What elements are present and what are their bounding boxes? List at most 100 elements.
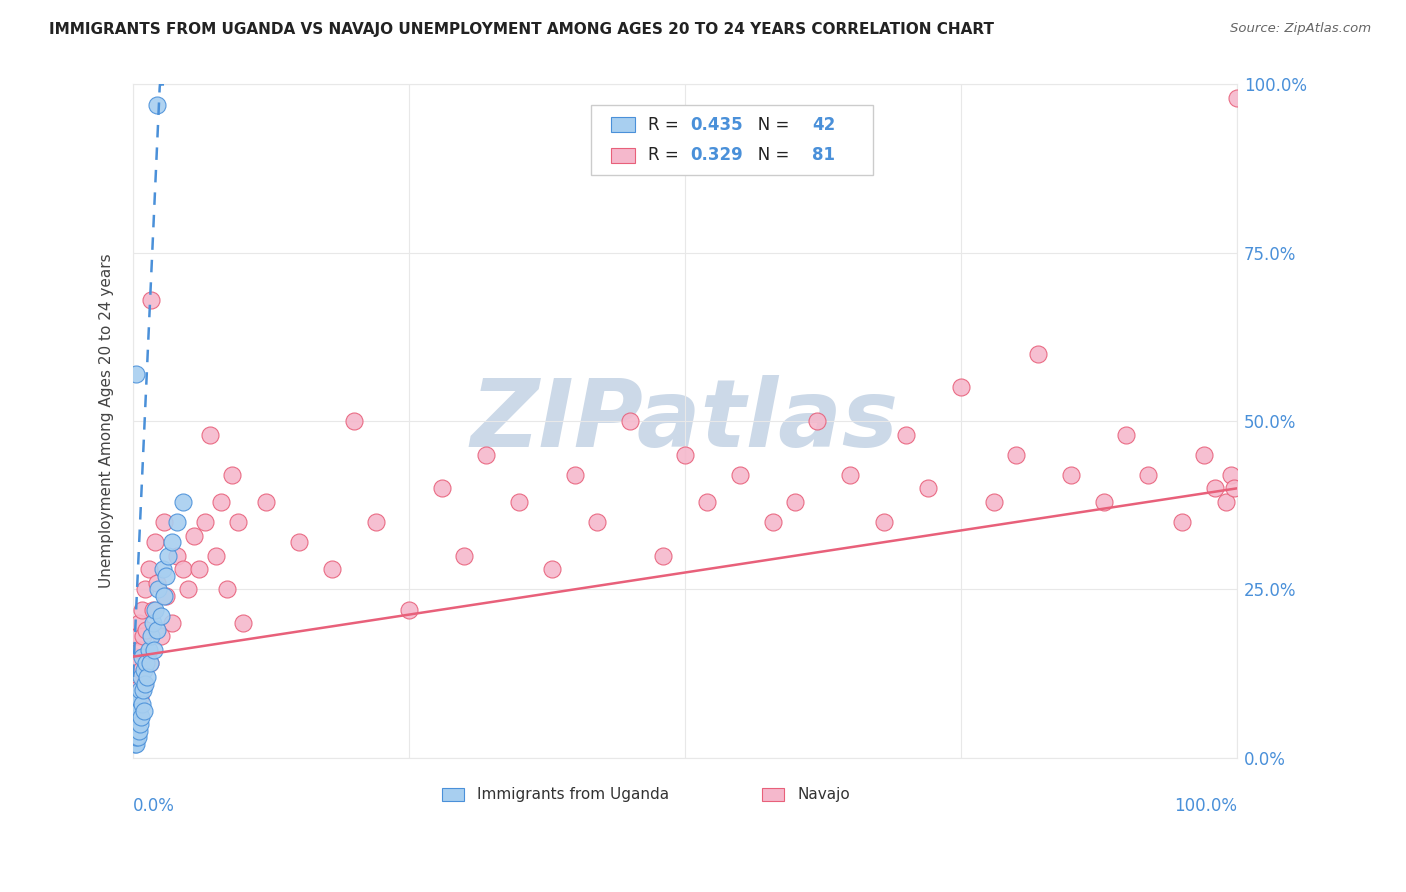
Point — [200, 427, 222, 442]
Point — [541, 562, 564, 576]
Point — [128, 683, 150, 698]
Point — [127, 731, 149, 745]
Point — [128, 723, 150, 738]
Y-axis label: Unemployment Among Ages 20 to 24 years: Unemployment Among Ages 20 to 24 years — [100, 253, 114, 589]
Point — [475, 448, 498, 462]
Point — [155, 569, 177, 583]
Point — [146, 623, 169, 637]
Point — [651, 549, 673, 563]
Point — [287, 535, 309, 549]
Point — [806, 414, 828, 428]
Point — [139, 630, 162, 644]
Point — [215, 582, 238, 597]
Point — [221, 467, 243, 482]
Point — [128, 710, 150, 724]
Point — [132, 630, 155, 644]
Bar — [441, 788, 464, 801]
Point — [127, 690, 149, 704]
Point — [125, 683, 148, 698]
Point — [129, 710, 152, 724]
Point — [1060, 467, 1083, 482]
Point — [128, 704, 150, 718]
Point — [1092, 495, 1115, 509]
Point — [398, 602, 420, 616]
Point — [124, 649, 146, 664]
Text: N =: N = — [742, 146, 794, 164]
Text: Navajo: Navajo — [797, 788, 851, 802]
Point — [205, 549, 228, 563]
Point — [132, 683, 155, 698]
Point — [146, 575, 169, 590]
Text: ZIPatlas: ZIPatlas — [471, 375, 898, 467]
Point — [125, 367, 148, 381]
Point — [125, 697, 148, 711]
Point — [138, 562, 160, 576]
Point — [226, 515, 249, 529]
Point — [131, 697, 153, 711]
Text: N =: N = — [742, 116, 794, 134]
Point — [194, 515, 217, 529]
Point — [983, 495, 1005, 509]
Point — [157, 549, 180, 563]
Point — [1215, 495, 1237, 509]
Point — [139, 293, 162, 307]
Point — [143, 602, 166, 616]
Point — [149, 609, 172, 624]
Point — [125, 737, 148, 751]
Bar — [612, 148, 636, 162]
Point — [134, 582, 156, 597]
Point — [127, 710, 149, 724]
Point — [124, 697, 146, 711]
Point — [128, 717, 150, 731]
Point — [131, 649, 153, 664]
Point — [127, 704, 149, 718]
Point — [125, 717, 148, 731]
Point — [122, 731, 145, 745]
Point — [453, 549, 475, 563]
Point — [148, 582, 170, 597]
Point — [564, 467, 586, 482]
Point — [153, 589, 176, 603]
Point — [128, 615, 150, 630]
Point — [134, 663, 156, 677]
Point — [124, 737, 146, 751]
Point — [138, 643, 160, 657]
Point — [508, 495, 530, 509]
Point — [1137, 467, 1160, 482]
Text: 81: 81 — [811, 146, 835, 164]
Text: 0.329: 0.329 — [690, 146, 744, 164]
Point — [152, 562, 174, 576]
Point — [1115, 427, 1137, 442]
Point — [128, 643, 150, 657]
Point — [177, 582, 200, 597]
Text: 42: 42 — [811, 116, 835, 134]
Point — [917, 482, 939, 496]
Text: Source: ZipAtlas.com: Source: ZipAtlas.com — [1230, 22, 1371, 36]
Point — [183, 528, 205, 542]
Point — [143, 643, 166, 657]
Point — [138, 657, 160, 671]
Point — [131, 602, 153, 616]
Point — [134, 676, 156, 690]
Point — [321, 562, 343, 576]
Point — [122, 670, 145, 684]
Point — [364, 515, 387, 529]
Point — [949, 380, 972, 394]
Point — [122, 717, 145, 731]
Point — [143, 535, 166, 549]
Point — [1220, 467, 1243, 482]
Point — [619, 414, 641, 428]
Text: IMMIGRANTS FROM UGANDA VS NAVAJO UNEMPLOYMENT AMONG AGES 20 TO 24 YEARS CORRELAT: IMMIGRANTS FROM UGANDA VS NAVAJO UNEMPLO… — [49, 22, 994, 37]
Point — [696, 495, 718, 509]
Text: R =: R = — [648, 146, 685, 164]
Point — [129, 670, 152, 684]
Point — [149, 630, 172, 644]
Text: R =: R = — [648, 116, 685, 134]
Point — [166, 515, 188, 529]
Point — [232, 615, 254, 630]
Point — [134, 704, 156, 718]
Point — [585, 515, 607, 529]
Point — [129, 663, 152, 677]
Point — [160, 615, 183, 630]
Point — [1204, 482, 1226, 496]
